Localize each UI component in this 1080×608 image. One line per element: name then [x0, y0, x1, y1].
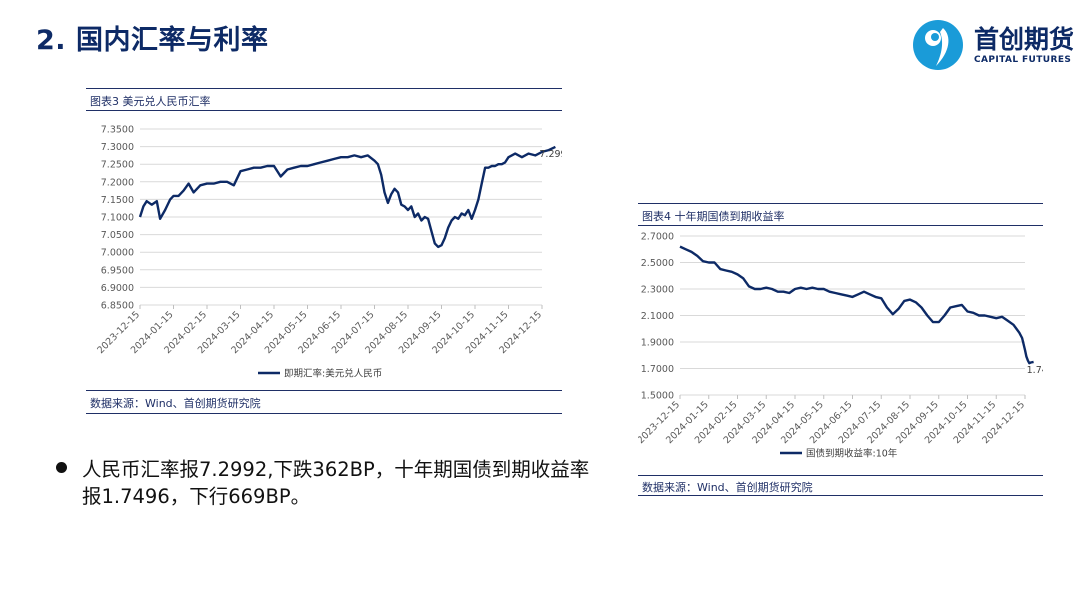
y-tick-label: 7.2500	[101, 160, 134, 171]
chart-source: 数据来源：Wind、首创期货研究院	[642, 481, 813, 494]
last-value-label: 1.7496	[1027, 365, 1043, 376]
summary-text: 人民币汇率报7.2992,下跌362BP，十年期国债到期收益率报1.7496，下…	[82, 458, 590, 508]
y-tick-label: 7.1500	[101, 195, 134, 206]
y-tick-label: 1.7000	[641, 364, 674, 375]
panel-source-rule	[638, 475, 1043, 476]
chart-caption: 图表3 美元兑人民币汇率	[90, 95, 211, 108]
y-tick-label: 7.1000	[101, 213, 134, 224]
y-tick-label: 6.9000	[101, 283, 134, 294]
series-line	[679, 245, 1034, 365]
logo-icon	[913, 20, 963, 70]
panel-source-rule	[86, 390, 562, 391]
logo-name-cn: 首创期货	[974, 25, 1075, 54]
yield-line-chart: 2.7000 2.5000 2.3000 2.1000 1.9000 1.7000 1.50…	[638, 232, 1043, 460]
chart-panel-yield: 图表4 十年期国债到期收益率 2.7000 2.5000 2.3000 2.1000 1…	[638, 203, 1043, 496]
y-tick-label: 2.3000	[641, 285, 674, 296]
logo-name-en: CAPITAL FUTURES	[974, 55, 1072, 65]
slide-title: 2. 国内汇率与利率	[36, 25, 269, 56]
y-tick-label: 1.5000	[641, 391, 674, 402]
legend-label: 即期汇率:美元兑人民币	[284, 368, 382, 380]
chart-source: 数据来源：Wind、首创期货研究院	[90, 397, 261, 410]
panel-top-rule	[638, 203, 1043, 204]
y-tick-label: 6.8500	[101, 301, 134, 312]
chart-panel-fx: 图表3 美元兑人民币汇率 7.3500 7.3000 7.2500 7.2000 7.1…	[86, 88, 562, 414]
panel-bottom-rule	[86, 413, 562, 414]
y-tick-label: 7.3500	[101, 125, 134, 136]
panel-bottom-rule	[638, 495, 1043, 496]
panel-caption-rule	[86, 110, 562, 111]
panel-top-rule	[86, 88, 562, 89]
y-tick-label: 7.2000	[101, 177, 134, 188]
y-tick-label: 7.0000	[101, 248, 134, 259]
bullet-icon	[56, 462, 67, 473]
panel-caption-rule	[638, 225, 1043, 226]
legend-label: 国债到期收益率:10年	[806, 448, 898, 460]
company-logo: 首创期货 CAPITAL FUTURES	[912, 18, 1077, 72]
last-value-label: 7.2992	[539, 149, 562, 160]
y-tick-label: 1.9000	[641, 338, 674, 349]
y-tick-label: 7.3000	[101, 142, 134, 153]
y-tick-label: 2.5000	[641, 258, 674, 269]
y-tick-label: 7.0500	[101, 230, 134, 241]
y-tick-label: 2.1000	[641, 311, 674, 322]
fx-line-chart: 7.3500 7.3000 7.2500 7.2000 7.1500 7.1000 7.05…	[95, 125, 562, 380]
chart-caption: 图表4 十年期国债到期收益率	[642, 210, 785, 223]
y-tick-label: 6.9500	[101, 265, 134, 276]
series-line	[138, 145, 556, 249]
y-tick-label: 2.7000	[641, 232, 674, 243]
